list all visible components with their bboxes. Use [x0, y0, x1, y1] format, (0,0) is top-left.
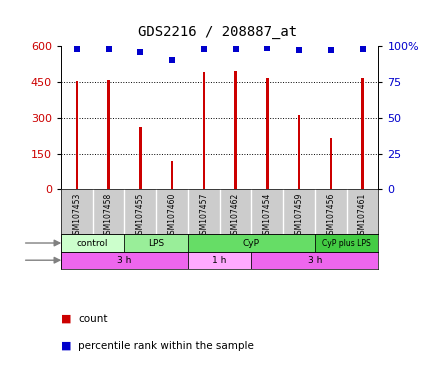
Text: 3 h: 3 h — [307, 256, 322, 265]
Text: count: count — [78, 314, 108, 324]
Text: ■: ■ — [61, 314, 71, 324]
Text: control: control — [77, 238, 108, 248]
Point — [263, 45, 270, 51]
Bar — [124, 234, 187, 252]
Bar — [314, 234, 378, 252]
Point — [137, 49, 144, 55]
Text: GSM107462: GSM107462 — [230, 193, 240, 239]
Text: percentile rank within the sample: percentile rank within the sample — [78, 341, 253, 351]
Point — [327, 47, 334, 53]
Text: GSM107455: GSM107455 — [135, 193, 145, 239]
Bar — [234, 71, 236, 189]
Point — [168, 57, 175, 63]
Point — [295, 47, 302, 53]
Bar — [187, 252, 251, 269]
Bar — [251, 252, 378, 269]
Text: GSM107457: GSM107457 — [199, 193, 208, 239]
Text: GSM107453: GSM107453 — [72, 193, 81, 239]
Bar — [76, 81, 78, 189]
Text: CyP plus LPS: CyP plus LPS — [322, 238, 370, 248]
Point — [358, 46, 365, 52]
Bar — [297, 115, 299, 189]
Text: CyP: CyP — [242, 238, 260, 248]
Bar — [329, 138, 331, 189]
Text: 3 h: 3 h — [117, 256, 132, 265]
Bar — [187, 234, 314, 252]
Bar — [107, 79, 109, 189]
Bar — [61, 234, 124, 252]
Bar — [171, 161, 173, 189]
Text: GSM107460: GSM107460 — [167, 193, 176, 239]
Bar — [202, 72, 204, 189]
Text: GSM107459: GSM107459 — [294, 193, 303, 239]
Point — [73, 46, 80, 52]
Bar — [361, 78, 363, 189]
Point — [200, 46, 207, 52]
Text: GSM107456: GSM107456 — [326, 193, 335, 239]
Bar — [61, 252, 187, 269]
Text: GSM107461: GSM107461 — [357, 193, 366, 239]
Text: LPS: LPS — [148, 238, 164, 248]
Text: GSM107458: GSM107458 — [104, 193, 113, 239]
Text: GDS2216 / 208887_at: GDS2216 / 208887_at — [138, 25, 296, 39]
Text: ■: ■ — [61, 341, 71, 351]
Text: GSM107454: GSM107454 — [262, 193, 271, 239]
Point — [232, 46, 239, 52]
Bar — [266, 78, 268, 189]
Point — [105, 46, 112, 52]
Bar — [139, 127, 141, 189]
Text: 1 h: 1 h — [212, 256, 227, 265]
